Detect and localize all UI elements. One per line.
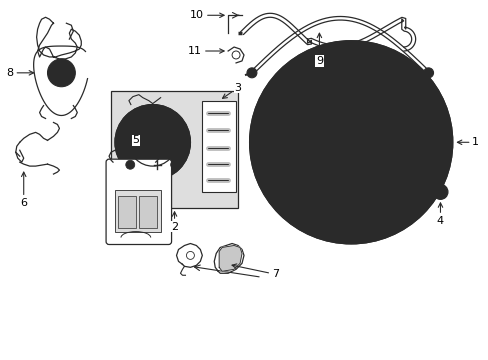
Polygon shape: [214, 243, 244, 273]
Circle shape: [246, 68, 256, 78]
Text: 3: 3: [222, 83, 241, 98]
Circle shape: [376, 127, 387, 138]
Polygon shape: [37, 17, 81, 59]
Text: 5: 5: [132, 135, 139, 158]
Circle shape: [115, 105, 190, 180]
Circle shape: [326, 163, 337, 174]
Circle shape: [125, 115, 135, 124]
Circle shape: [170, 160, 179, 169]
Text: 6: 6: [20, 172, 27, 208]
Circle shape: [125, 160, 135, 169]
Circle shape: [299, 91, 402, 194]
Circle shape: [364, 163, 375, 174]
Bar: [139, 196, 156, 228]
Bar: [118, 196, 136, 228]
Text: 8: 8: [7, 68, 34, 78]
FancyBboxPatch shape: [202, 100, 236, 192]
Circle shape: [170, 115, 179, 124]
Circle shape: [249, 41, 451, 243]
FancyBboxPatch shape: [106, 159, 171, 244]
Text: 10: 10: [190, 10, 224, 20]
Circle shape: [129, 118, 176, 166]
Circle shape: [331, 122, 370, 162]
Text: 7: 7: [232, 264, 278, 279]
Circle shape: [432, 184, 447, 199]
FancyBboxPatch shape: [115, 190, 161, 231]
Circle shape: [345, 104, 356, 115]
Text: 1: 1: [456, 137, 478, 147]
Circle shape: [423, 68, 433, 78]
Polygon shape: [176, 243, 202, 267]
Text: 4: 4: [436, 203, 443, 226]
Text: 2: 2: [171, 212, 178, 232]
Circle shape: [47, 59, 75, 87]
Text: 9: 9: [315, 33, 322, 66]
Polygon shape: [219, 246, 242, 271]
FancyBboxPatch shape: [111, 91, 238, 208]
Text: 11: 11: [188, 46, 224, 56]
Circle shape: [314, 127, 325, 138]
